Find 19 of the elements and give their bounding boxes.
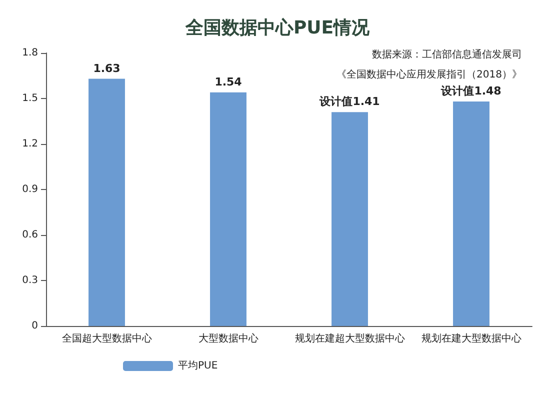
x-tick-label: 全国超大型数据中心 xyxy=(62,332,152,344)
chart-title: 全国数据中心PUE情况 xyxy=(184,18,371,38)
y-tick-label: 1.5 xyxy=(22,93,38,104)
data-label: 设计值1.41 xyxy=(318,95,380,108)
data-label: 1.54 xyxy=(214,75,242,88)
data-label: 设计值1.48 xyxy=(440,84,502,98)
annotation: 《全国数据中心应用发展指引（2018）》 xyxy=(336,68,522,80)
y-tick-label: 0.6 xyxy=(22,230,38,240)
x-tick-label: 大型数据中心 xyxy=(198,332,258,344)
data-label: 1.63 xyxy=(93,62,120,75)
x-tick-label: 规划在建大型数据中心 xyxy=(421,332,522,344)
y-tick-label: 0.9 xyxy=(22,184,38,195)
annotation: 数据来源：工信部信息通信发展司 xyxy=(372,48,522,60)
y-tick-label: 0.3 xyxy=(22,275,38,286)
y-tick-label: 1.8 xyxy=(22,48,38,58)
legend-label: 平均PUE xyxy=(178,360,218,372)
x-tick-label: 规划在建超大型数据中心 xyxy=(294,332,405,344)
y-tick-label: 1.2 xyxy=(22,138,38,150)
y-tick-label: 0 xyxy=(32,320,38,332)
